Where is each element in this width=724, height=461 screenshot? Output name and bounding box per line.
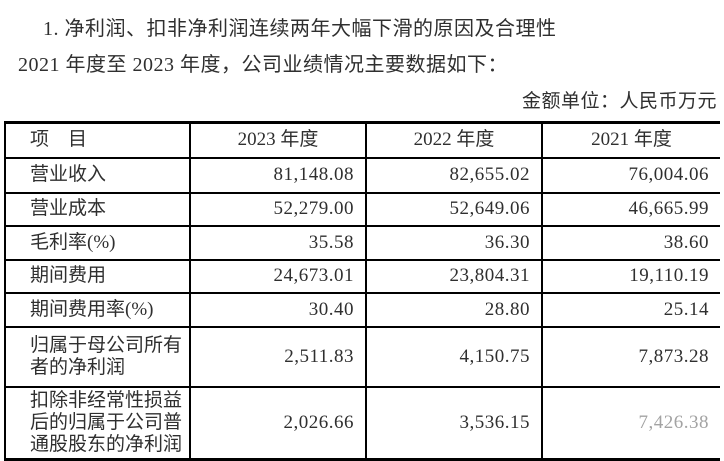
value-cell: 4,150.75 [366,326,543,388]
table-row-cost: 营业成本 52,279.00 52,649.06 46,665.99 [5,192,720,227]
column-header-2022: 2022 年度 [366,122,543,159]
value-cell: 38.60 [542,225,720,261]
table-row-gross-margin: 毛利率(%) 35.58 36.30 38.60 [5,225,720,261]
value-cell: 36.30 [366,225,543,261]
financial-table: 项 目 2023 年度 2022 年度 2021 年度 营业收入 81,148.… [4,121,720,461]
row-label-cell: 营业成本 [5,192,191,227]
value-cell: 52,279.00 [190,192,367,227]
table-row-net-profit-deducted: 扣除非经常性损益后的归属于公司普通股股东的净利润 2,026.66 3,536.… [5,386,720,459]
column-header-2021: 2021 年度 [542,122,720,159]
value-cell: 7,426.38 [638,411,709,433]
value-cell: 2,026.66 [190,386,367,459]
section-heading: 1. 净利润、扣非净利润连续两年大幅下滑的原因及合理性 [43,18,557,40]
value-cell: 76,004.06 [542,157,720,194]
value-cell: 28.80 [366,292,543,328]
table-row-period-expense-ratio: 期间费用率(%) 30.40 28.80 25.14 [5,292,720,328]
value-cell: 24,673.01 [190,259,367,294]
table-row-net-profit-parent: 归属于母公司所有者的净利润 2,511.83 4,150.75 7,873.28 [5,326,720,388]
value-cell: 7,873.28 [542,326,720,388]
row-label-cell: 归属于母公司所有者的净利润 [5,326,191,388]
value-cell: 19,110.19 [542,259,720,294]
row-label-cell: 期间费用 [5,259,191,294]
table-row-revenue: 营业收入 81,148.08 82,655.02 76,004.06 [5,157,720,194]
value-cell: 30.40 [190,292,367,328]
value-cell: 2,511.83 [190,326,367,388]
column-header-2023: 2023 年度 [190,122,367,159]
column-header-item: 项 目 [5,122,191,159]
value-cell: 81,148.08 [190,157,367,194]
row-label-cell: 营业收入 [5,157,191,194]
value-cell: 3,536.15 [366,386,543,459]
table-row-period-expense: 期间费用 24,673.01 23,804.31 19,110.19 [5,259,720,294]
row-label-cell: 期间费用率(%) [5,292,191,328]
intro-paragraph: 2021 年度至 2023 年度，公司业绩情况主要数据如下： [18,54,508,76]
value-cell: 25.14 [542,292,720,328]
value-cell: 35.58 [190,225,367,261]
value-cell: 46,665.99 [542,192,720,227]
row-label-cell: 毛利率(%) [5,225,191,261]
row-label-cell: 扣除非经常性损益后的归属于公司普通股股东的净利润 [5,386,191,459]
value-cell: 23,804.31 [366,259,543,294]
value-cell: 52,649.06 [366,192,543,227]
unit-note: 金额单位：人民币万元 [521,91,717,112]
table-header-row: 项 目 2023 年度 2022 年度 2021 年度 [5,122,720,159]
value-cell: 82,655.02 [366,157,543,194]
